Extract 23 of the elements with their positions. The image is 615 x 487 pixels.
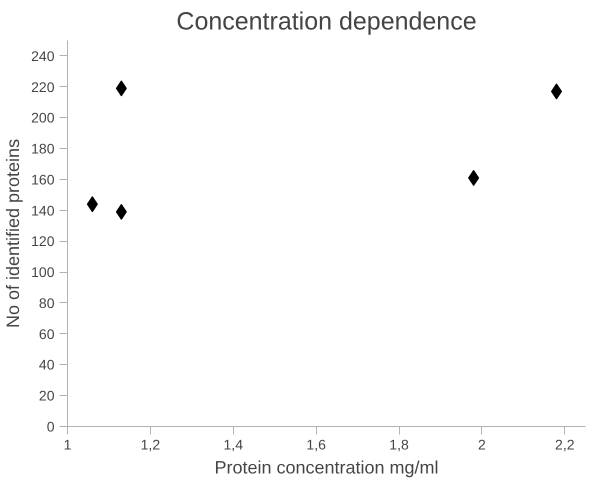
x-tick-label: 2,2 — [555, 436, 575, 452]
y-axis-title: No of identified proteins — [3, 138, 24, 328]
x-axis-title: Protein concentration mg/ml — [214, 458, 439, 478]
y-tick-label: 20 — [38, 388, 55, 404]
y-tick-label: 80 — [38, 294, 55, 311]
x-tick-label: 1,6 — [306, 436, 326, 452]
y-tick-label: 200 — [31, 110, 55, 126]
y-tick-label: 120 — [31, 233, 55, 250]
y-tick-label: 0 — [46, 418, 55, 434]
x-tick-label: 1,4 — [224, 436, 244, 452]
x-tick-label: 2 — [478, 436, 486, 452]
y-tick-label: 180 — [31, 140, 55, 157]
y-tick-label: 40 — [38, 356, 55, 373]
y-tick-label: 60 — [38, 326, 55, 342]
x-tick-label: 1,2 — [140, 436, 160, 452]
y-tick-label: 240 — [31, 48, 55, 64]
y-tick-label: 140 — [31, 202, 55, 218]
chart-title: Concentration dependence — [176, 8, 477, 36]
x-tick-label: 1 — [64, 436, 72, 452]
y-tick-label: 160 — [31, 171, 55, 188]
y-tick-label: 100 — [31, 264, 55, 280]
y-tick-label: 220 — [31, 78, 55, 95]
x-tick-label: 1,8 — [389, 436, 409, 452]
